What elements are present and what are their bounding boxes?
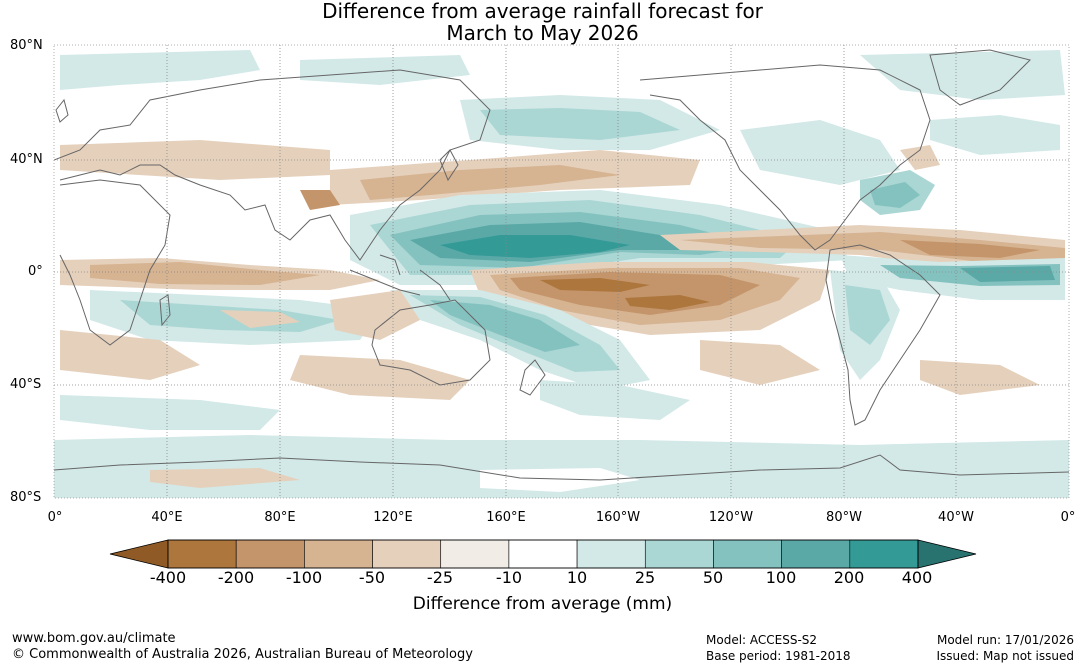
colorbar-segment <box>576 539 646 569</box>
anomaly-patch <box>440 235 630 258</box>
colorbar-tick-label: -25 <box>426 568 454 587</box>
anomaly-patch <box>740 120 900 185</box>
anomaly-patch <box>540 380 690 420</box>
anomaly-patch <box>150 468 300 488</box>
lon-label-80e: 80°E <box>264 510 296 525</box>
anomaly-patch <box>870 182 920 208</box>
colorbar-extend-low <box>109 539 169 569</box>
anomaly-patch <box>930 115 1060 155</box>
colorbar-segment <box>440 539 510 569</box>
anomaly-patch <box>700 340 820 385</box>
colorbar-tick-label: 10 <box>566 568 588 587</box>
lon-label-160e: 160°E <box>486 510 526 525</box>
lon-label-120e: 120°E <box>373 510 413 525</box>
lat-label-40n: 40°N <box>10 152 43 167</box>
coastline-greenland <box>929 49 1031 106</box>
colorbar-tick-label: 50 <box>702 568 724 587</box>
anomaly-patch <box>360 165 620 200</box>
anomaly-patch <box>920 360 1040 395</box>
anomaly-patch <box>60 395 280 430</box>
lat-label-80s: 80°S <box>10 490 42 505</box>
footer-base-period: Base period: 1981-2018 <box>706 649 851 663</box>
footer-issued: Issued: Map not issued <box>936 649 1074 663</box>
lon-label-80w: 80°W <box>826 510 862 525</box>
colorbar-extend-high <box>917 539 977 569</box>
colorbar-segment <box>713 539 782 569</box>
colorbar <box>109 539 977 569</box>
anomaly-patch <box>480 108 680 140</box>
lon-label-160w: 160°W <box>595 510 641 525</box>
coastline-madagascar <box>159 294 171 327</box>
anomaly-patch <box>60 330 200 380</box>
rainfall-anomaly-layer <box>54 50 1069 498</box>
coastline-africa <box>59 179 171 346</box>
lon-label-0-west: 0° <box>47 510 63 525</box>
colorbar-segment <box>167 539 237 569</box>
colorbar-segment <box>849 539 919 569</box>
anomaly-patch <box>540 278 650 292</box>
anomaly-patch <box>300 190 340 210</box>
anomaly-patch <box>300 55 470 85</box>
colorbar-tick-label: -50 <box>358 568 386 587</box>
colorbar-segment <box>644 539 714 569</box>
colorbar-outline <box>167 539 919 569</box>
colorbar-tick-label: -400 <box>149 568 187 587</box>
colorbar-segment <box>304 539 373 569</box>
colorbar-tick-label: 100 <box>765 568 797 587</box>
footer-model: Model: ACCESS-S2 <box>706 633 818 647</box>
colorbar-tick-label: 200 <box>833 568 865 587</box>
coastline-indonesia <box>349 254 451 301</box>
anomaly-patch <box>900 240 1040 258</box>
footer-copyright: © Commonwealth of Australia 2026, Austra… <box>12 647 473 662</box>
coastline-japan <box>439 149 459 182</box>
anomaly-patch <box>845 285 890 345</box>
lon-label-40e: 40°E <box>151 510 183 525</box>
colorbar-tick-label: 400 <box>901 568 933 587</box>
colorbar-segment <box>235 539 305 569</box>
lon-label-0-east: 0° <box>1060 510 1076 525</box>
colorbar-segment <box>508 539 578 569</box>
coastline-eurasia <box>54 69 491 261</box>
colorbar-tick-label: -200 <box>217 568 255 587</box>
colorbar-segment <box>372 539 442 569</box>
lon-label-40w: 40°W <box>938 510 974 525</box>
map-frame <box>53 44 1070 499</box>
coastline-british-isles <box>55 98 69 123</box>
anomaly-patch <box>60 50 260 90</box>
lat-label-40s: 40°S <box>10 377 42 392</box>
footer-model-run: Model run: 17/01/2026 <box>936 633 1074 647</box>
anomaly-patch <box>860 50 1065 100</box>
colorbar-axis-label: Difference from average (mm) <box>412 594 673 614</box>
map-title-line-1: Difference from average rainfall forecas… <box>322 0 763 23</box>
anomaly-patch <box>220 310 300 328</box>
coastline-south-america <box>825 244 941 426</box>
anomaly-patch <box>330 290 420 340</box>
anomaly-patch <box>90 262 320 285</box>
anomaly-patch <box>480 468 640 492</box>
anomaly-patch <box>625 295 710 310</box>
colorbar-tick-label: -10 <box>495 568 523 587</box>
coastline-antarctica <box>54 454 1069 481</box>
coastline-australia <box>371 299 491 386</box>
footer-website: www.bom.gov.au/climate <box>12 631 176 646</box>
coastlines <box>54 49 1069 481</box>
map-title-line-2: March to May 2026 <box>446 21 639 45</box>
anomaly-patch <box>960 266 1055 282</box>
colorbar-tick-label: -100 <box>285 568 323 587</box>
anomaly-patch <box>54 435 1069 498</box>
anomaly-patch <box>900 145 940 170</box>
colorbar-segment <box>781 539 851 569</box>
coastline-north-america <box>639 64 931 251</box>
colorbar-tick-label: 25 <box>634 568 656 587</box>
lon-label-120w: 120°W <box>708 510 754 525</box>
lat-label-80n: 80°N <box>10 38 43 53</box>
map-gridlines <box>54 45 1069 498</box>
anomaly-patch <box>290 355 470 400</box>
lat-label-equator: 0° <box>28 264 43 279</box>
